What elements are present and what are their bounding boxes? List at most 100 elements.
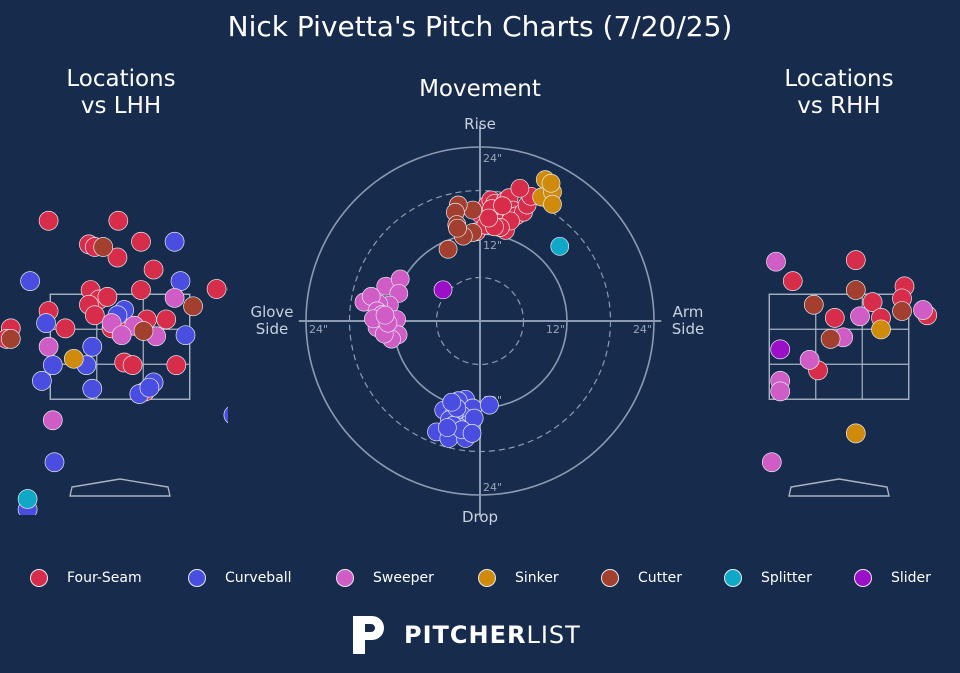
movement-point-sweeper	[375, 305, 395, 325]
lhh-point-four-seam	[143, 259, 164, 280]
rhh-point-sweeper	[770, 381, 791, 402]
legend-swatch-sweeper	[336, 569, 354, 587]
rhh-point-sweeper	[761, 452, 782, 473]
ring-label-right-24: 24"	[633, 323, 652, 336]
movement-point-curveball	[442, 392, 462, 412]
ring-label-bottom-24: 24"	[483, 481, 502, 494]
rhh-point-four-seam	[862, 292, 883, 312]
legend-item-splitter: Splitter	[724, 564, 812, 592]
lhh-point-four-seam	[131, 280, 151, 300]
lhh-point-sweeper	[38, 336, 59, 357]
movement-point-four-seam	[493, 196, 512, 216]
legend-label-sweeper: Sweeper	[373, 570, 434, 586]
rhh-point-sweeper	[913, 300, 933, 320]
brand-bold: PITCHER	[404, 621, 527, 649]
movement-point-curveball	[480, 395, 499, 415]
lhh-location-chart	[0, 210, 228, 515]
rhh-home-plate	[788, 478, 890, 497]
glove-side-label: Glove Side	[242, 304, 302, 338]
movement-point-curveball	[462, 424, 482, 443]
legend-label-sinker: Sinker	[515, 570, 559, 586]
lhh-point-sweeper	[111, 325, 132, 346]
lhh-point-curveball	[20, 271, 40, 291]
lhh-panel-title: Locations vs LHH	[40, 66, 202, 120]
legend-label-curveball: Curveball	[225, 570, 292, 586]
lhh-point-curveball	[82, 378, 103, 399]
movement-chart: 24"12"12"24"12"24"24"	[298, 125, 662, 517]
rhh-title-text: Locations vs RHH	[784, 66, 894, 119]
lhh-point-cutter	[93, 237, 114, 257]
movement-point-slider	[433, 280, 453, 300]
movement-point-splitter	[550, 236, 570, 256]
movement-point-cutter	[448, 218, 467, 238]
legend-swatch-cutter	[601, 569, 619, 587]
legend-item-curveball: Curveball	[188, 564, 292, 592]
lhh-point-sweeper	[164, 288, 185, 308]
legend-item-four-seam: Four-Seam	[30, 564, 142, 592]
legend-swatch-four-seam	[30, 569, 48, 587]
drop-label: Drop	[461, 508, 499, 526]
pitcherlist-p-icon	[353, 616, 384, 654]
movement-point-four-seam	[479, 208, 499, 228]
lhh-point-cutter	[183, 296, 203, 317]
lhh-point-curveball	[36, 313, 56, 333]
rhh-point-four-seam	[782, 271, 803, 291]
legend: Four-Seam Curveball Sweeper Sinker Cutte…	[0, 564, 960, 592]
rhh-point-sinker	[845, 423, 866, 444]
pitcherlist-wordmark: PITCHERLIST	[404, 621, 581, 649]
lhh-point-curveball	[223, 406, 228, 424]
arm-side-text: Arm Side	[671, 303, 705, 338]
movement-panel-title: Movement	[380, 76, 580, 103]
rhh-point-cutter	[892, 301, 912, 321]
lhh-point-cutter	[133, 321, 154, 341]
rhh-point-four-seam	[824, 308, 845, 328]
rhh-point-sweeper	[799, 350, 820, 370]
lhh-point-four-seam	[38, 210, 59, 231]
ring-label-top-12: 12"	[483, 239, 502, 252]
legend-label-four-seam: Four-Seam	[67, 570, 142, 586]
movement-point-four-seam	[510, 178, 530, 198]
lhh-point-four-seam	[84, 305, 105, 326]
rhh-point-cutter	[845, 280, 866, 300]
legend-swatch-splitter	[724, 569, 742, 587]
movement-point-curveball	[438, 418, 457, 437]
lhh-point-four-seam	[131, 231, 151, 252]
lhh-home-plate	[69, 478, 171, 497]
rhh-point-sinker	[871, 319, 891, 340]
rhh-panel-title: Locations vs RHH	[758, 66, 920, 120]
lhh-point-sinker	[63, 348, 84, 369]
rhh-strike-zone	[768, 293, 910, 400]
lhh-point-four-seam	[227, 286, 228, 292]
lhh-point-four-seam	[107, 247, 128, 268]
lhh-point-curveball	[42, 355, 63, 375]
movement-point-cutter	[438, 239, 458, 259]
lhh-point-cutter	[0, 329, 21, 349]
lhh-title-text: Locations vs LHH	[66, 66, 176, 119]
legend-swatch-sinker	[478, 569, 496, 587]
ring-label-top-24: 24"	[483, 152, 502, 165]
lhh-point-sweeper	[42, 410, 63, 431]
lhh-point-curveball	[164, 231, 185, 252]
lhh-point-curveball	[44, 452, 65, 473]
rhh-point-slider	[770, 339, 791, 360]
glove-side-text: Glove Side	[250, 303, 294, 338]
lhh-point-four-seam	[156, 309, 177, 330]
rise-label: Rise	[464, 115, 496, 133]
lhh-point-curveball	[82, 336, 103, 357]
lhh-point-curveball	[139, 377, 160, 398]
lhh-point-four-seam	[97, 287, 118, 307]
legend-item-sweeper: Sweeper	[336, 564, 434, 592]
rhh-point-cutter	[820, 329, 841, 349]
legend-item-slider: Slider	[854, 564, 931, 592]
movement-title-text: Movement	[419, 76, 541, 102]
movement-point-sinker	[543, 194, 562, 214]
pitcherlist-logo: PITCHERLIST	[352, 612, 581, 658]
movement-point-sinker	[541, 173, 561, 193]
chart-title: Nick Pivetta's Pitch Charts (7/20/25)	[227, 10, 733, 43]
legend-label-slider: Slider	[891, 570, 931, 586]
lhh-point-four-seam	[108, 210, 129, 231]
ring-label-left-24: 24"	[309, 323, 328, 336]
legend-label-cutter: Cutter	[638, 570, 682, 586]
lhh-point-curveball	[175, 325, 196, 346]
